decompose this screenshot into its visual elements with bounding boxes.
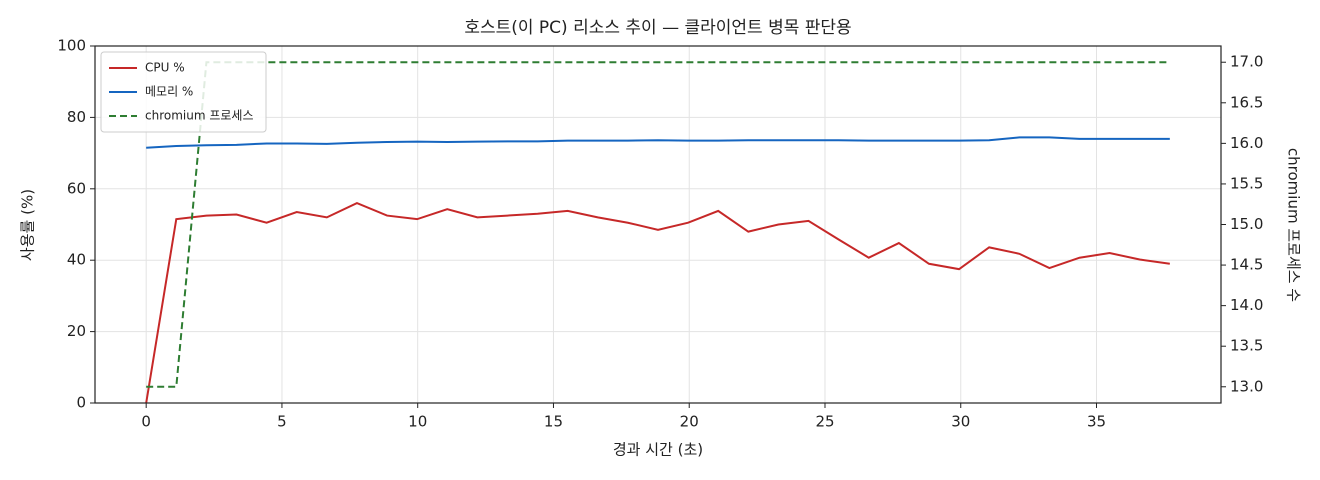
y2-tick-label: 13.0	[1230, 377, 1263, 395]
x-tick-label: 15	[544, 413, 563, 431]
legend-label: CPU %	[145, 61, 185, 75]
y-tick-label: 0	[76, 394, 86, 412]
y2-tick-label: 16.5	[1230, 93, 1263, 111]
line-series	[146, 61, 1170, 388]
y2-tick-label: 17.0	[1230, 53, 1263, 71]
y-axis-label: 사용률 (%)	[19, 189, 37, 261]
y-tick-label: 60	[67, 179, 86, 197]
y-tick-label: 20	[67, 322, 86, 340]
y-tick-label: 100	[57, 37, 86, 55]
y2-tick-label: 13.5	[1230, 337, 1263, 355]
line-series	[146, 136, 1170, 149]
y-tick-label: 80	[67, 108, 86, 126]
x-axis-label: 경과 시간 (초)	[613, 441, 703, 459]
chart-title: 호스트(이 PC) 리소스 추이 — 클라이언트 병목 판단용	[464, 18, 851, 38]
line-series	[145, 201, 1170, 404]
x-tick-label: 25	[815, 413, 834, 431]
y2-tick-label: 15.0	[1230, 215, 1263, 233]
y2-tick-label: 16.0	[1230, 134, 1263, 152]
y2-tick-label: 15.5	[1230, 174, 1263, 192]
legend-box	[100, 51, 267, 133]
y2-axis-label: chromium 프로세스 수	[1285, 148, 1303, 302]
legend-label: 메모리 %	[145, 85, 193, 99]
x-tick-label: 10	[408, 413, 427, 431]
x-tick-label: 30	[951, 413, 970, 431]
x-tick-label: 20	[680, 413, 699, 431]
plot-frame	[94, 45, 1222, 404]
y2-tick-label: 14.0	[1230, 296, 1263, 314]
y2-tick-label: 14.5	[1230, 256, 1263, 274]
y-tick-label: 40	[67, 251, 86, 269]
x-tick-label: 5	[277, 413, 287, 431]
x-tick-label: 0	[141, 413, 151, 431]
x-tick-label: 35	[1087, 413, 1106, 431]
legend-label: chromium 프로세스	[145, 109, 254, 123]
